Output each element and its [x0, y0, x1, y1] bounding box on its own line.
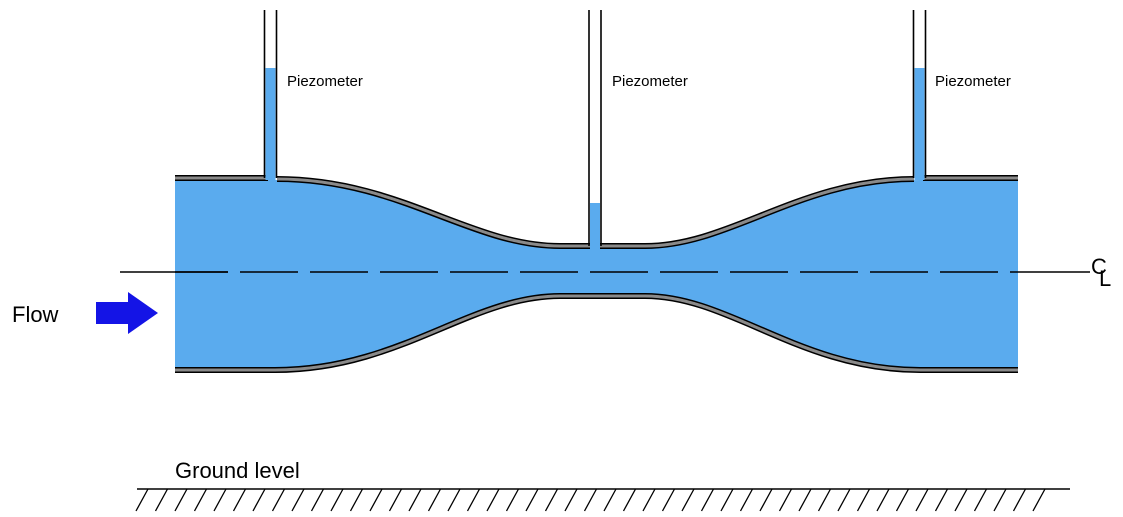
- hatch-stroke: [934, 488, 949, 512]
- hatch-stroke: [193, 488, 208, 512]
- hatch-stroke: [310, 488, 325, 512]
- piezometer-tube-middle: [588, 10, 602, 253]
- hatch-stroke: [505, 488, 520, 512]
- hatch-stroke: [817, 488, 832, 512]
- piezometer-tube-right: [912, 10, 927, 180]
- piezometer-label-middle: Piezometer: [612, 73, 688, 90]
- hatch-stroke: [135, 488, 149, 512]
- hatch-stroke: [564, 488, 578, 512]
- hatch-stroke: [798, 488, 812, 512]
- hatch-stroke: [1012, 488, 1027, 512]
- hatch-stroke: [876, 488, 890, 512]
- bottom-wall: [175, 293, 1018, 373]
- hatch-stroke: [154, 488, 169, 512]
- piezometer-tube-left: [263, 10, 278, 180]
- hatch-stroke: [681, 488, 695, 512]
- water-body: [175, 180, 1018, 370]
- hatch-stroke: [232, 488, 247, 512]
- hatch-stroke: [954, 488, 968, 512]
- hatch-stroke: [642, 488, 656, 512]
- hatch-stroke: [837, 488, 851, 512]
- piezometer-label-right: Piezometer: [935, 73, 1011, 90]
- hatch-stroke: [856, 488, 871, 512]
- hatch-stroke: [466, 488, 481, 512]
- flow-arrow-icon: [96, 292, 158, 334]
- hatch-stroke: [544, 488, 559, 512]
- hatch-stroke: [993, 488, 1007, 512]
- hatch-stroke: [622, 488, 637, 512]
- flow-label: Flow: [12, 302, 59, 327]
- top-wall: [175, 175, 1018, 249]
- hatch-stroke: [447, 488, 461, 512]
- hatch-stroke: [388, 488, 403, 512]
- centerline-symbol-l: L: [1099, 266, 1111, 291]
- hatch-stroke: [700, 488, 715, 512]
- hatch-stroke: [330, 488, 344, 512]
- hatch-stroke: [915, 488, 929, 512]
- centerline-symbol-c: C: [1091, 254, 1107, 279]
- hatch-stroke: [174, 488, 188, 512]
- hatch-stroke: [1032, 488, 1046, 512]
- hatch-stroke: [408, 488, 422, 512]
- hatch-stroke: [291, 488, 305, 512]
- hatch-stroke: [271, 488, 286, 512]
- hatch-stroke: [349, 488, 364, 512]
- piezometer-label-left: Piezometer: [287, 73, 363, 90]
- ground-level-label: Ground level: [175, 458, 300, 483]
- hatch-stroke: [759, 488, 773, 512]
- hatch-stroke: [739, 488, 754, 512]
- hatch-stroke: [603, 488, 617, 512]
- hatch-stroke: [427, 488, 442, 512]
- hatch-stroke: [583, 488, 598, 512]
- hatch-stroke: [778, 488, 793, 512]
- ground-hatching: [135, 488, 1046, 512]
- hatch-stroke: [252, 488, 266, 512]
- hatch-stroke: [486, 488, 500, 512]
- hatch-stroke: [525, 488, 539, 512]
- hatch-stroke: [369, 488, 383, 512]
- hatch-stroke: [720, 488, 734, 512]
- hatch-stroke: [973, 488, 988, 512]
- hatch-stroke: [661, 488, 676, 512]
- hatch-stroke: [213, 488, 227, 512]
- hatch-stroke: [895, 488, 910, 512]
